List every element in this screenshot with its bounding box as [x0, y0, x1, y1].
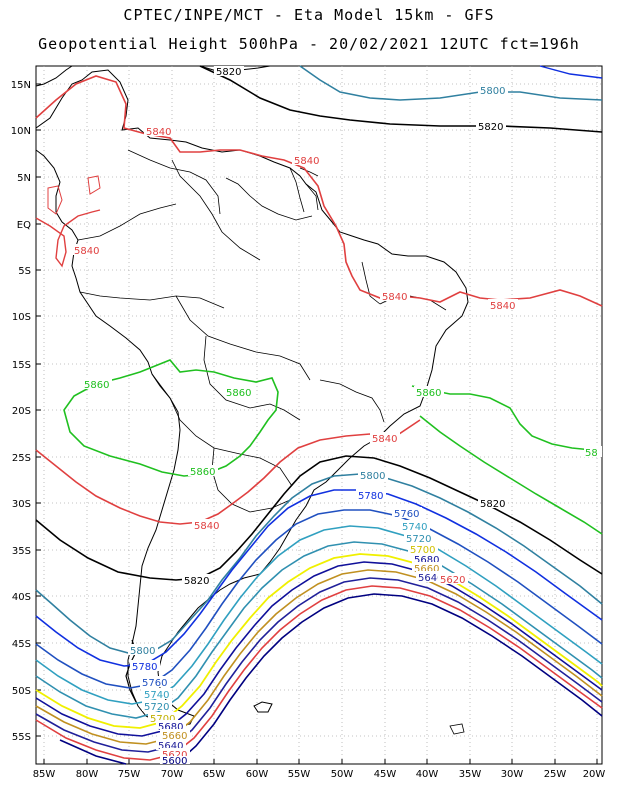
contour-label: 5860 [416, 388, 441, 399]
lon-label: 30W [501, 769, 524, 780]
contour-5840-north [35, 75, 603, 307]
contour-label: 5680 [414, 555, 439, 566]
contour-5820-south [35, 455, 603, 581]
contour-5820-north [199, 65, 603, 133]
lon-label: 85W [33, 769, 56, 780]
south-america-coastline [35, 69, 469, 727]
lon-label: 55W [288, 769, 311, 780]
contour-label: 5700 [410, 545, 435, 556]
contour-label: 5660 [162, 731, 187, 742]
lat-label: 10N [11, 126, 31, 137]
lon-label: 60W [246, 769, 269, 780]
longitude-labels: 85W 80W 75W 70W 65W 60W 55W 50W 45W 40W … [33, 769, 606, 780]
contour-label: 5620 [440, 575, 465, 586]
lat-label: 15S [12, 360, 31, 371]
lon-label: 35W [459, 769, 482, 780]
contour-label: 5740 [144, 690, 169, 701]
contour-label: 5840 [194, 521, 219, 532]
lon-label: 40W [416, 769, 439, 780]
lon-label: 65W [203, 769, 226, 780]
lon-label: 20W [583, 769, 606, 780]
latitude-labels: 15N 10N 5N EQ 5S 10S 15S 20S 25S 30S 35S… [11, 80, 31, 743]
contour-5800-south [35, 473, 603, 655]
contour-label: 5840 [146, 127, 171, 138]
contour-5860-east [411, 385, 603, 453]
contour-label: 5640 [158, 741, 183, 752]
lon-label: 45W [374, 769, 397, 780]
contour-label: 5860 [226, 388, 251, 399]
lat-label: 10S [12, 312, 31, 323]
lon-label: 80W [76, 769, 99, 780]
lat-label: 45S [12, 639, 31, 650]
lat-label: 55S [12, 732, 31, 743]
lat-label: 25S [12, 453, 31, 464]
title-line-2: Geopotential Height 500hPa - 20/02/2021 … [38, 35, 580, 53]
contour-label: 5700 [150, 714, 175, 725]
lat-label: 30S [12, 499, 31, 510]
contour-label: 5760 [394, 509, 419, 520]
contour-label: 5720 [406, 534, 431, 545]
contour-label: 5840 [490, 301, 515, 312]
lat-label: 35S [12, 546, 31, 557]
contour-label: 5800 [360, 471, 385, 482]
contour-label: 5820 [480, 499, 505, 510]
lon-label: 25W [544, 769, 567, 780]
contour-label: 5840 [74, 246, 99, 257]
contour-label: 5780 [132, 662, 157, 673]
lat-label: 50S [12, 686, 31, 697]
contour-label: 5660 [414, 564, 439, 575]
contour-label: 5760 [142, 678, 167, 689]
lat-label: 5S [18, 266, 31, 277]
lat-label: 5N [17, 173, 31, 184]
frame-ticks [36, 83, 598, 764]
contour-label: 5860 [84, 380, 109, 391]
contour-label: 5840 [382, 292, 407, 303]
contour-label: 5720 [144, 702, 169, 713]
falkland-islands [253, 701, 273, 713]
lat-label: 15N [11, 80, 31, 91]
lon-label: 70W [161, 769, 184, 780]
contour-labels: 5820 5800 5820 5840 5840 5840 5840 5840 … [72, 66, 602, 767]
contour-label: 5800 [130, 646, 155, 657]
lon-label: 75W [118, 769, 141, 780]
contour-lines [35, 65, 603, 765]
title-line-1: CPTEC/INPE/MCT - Eta Model 15km - GFS [123, 6, 495, 24]
contour-label: 5640 [418, 573, 443, 584]
contour-5860-west [63, 359, 279, 477]
contour-label: 58 [585, 448, 598, 459]
contour-label: 5820 [216, 67, 241, 78]
contour-label: 5820 [184, 576, 209, 587]
contour-label: 5800 [480, 86, 505, 97]
contour-label: 5680 [158, 722, 183, 733]
graticule [36, 66, 602, 764]
lat-label: 20S [12, 406, 31, 417]
contour-label: 5600 [162, 756, 187, 767]
central-america-coastline [35, 65, 73, 87]
lat-label: 40S [12, 592, 31, 603]
contour-label: 5740 [402, 522, 427, 533]
contour-5800-north [299, 65, 603, 101]
contour-label: 5840 [294, 156, 319, 167]
lon-label: 50W [331, 769, 354, 780]
lat-label: EQ [17, 220, 31, 231]
contour-5840-south [35, 419, 421, 525]
contour-label: 5860 [190, 467, 215, 478]
contour-label: 5780 [358, 491, 383, 502]
contour-label: 5820 [478, 122, 503, 133]
plot-frame [35, 65, 603, 765]
contour-label: 5620 [162, 750, 187, 761]
contour-label: 5840 [372, 434, 397, 445]
